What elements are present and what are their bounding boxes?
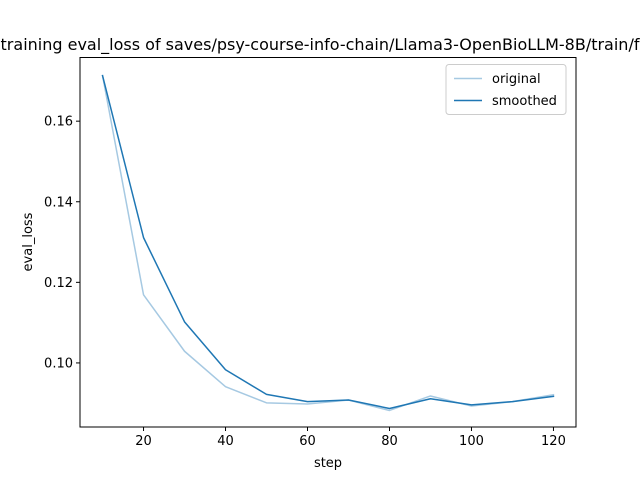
- x-tick-label: 80: [381, 434, 398, 449]
- y-tick-label: 0.14: [44, 195, 73, 210]
- series-line-original: [101, 74, 555, 412]
- x-tick-label: 100: [459, 434, 484, 449]
- legend-box: [445, 64, 567, 115]
- y-tick-label: 0.16: [44, 115, 73, 130]
- y-tick-label: 0.12: [44, 276, 73, 291]
- series-line-smoothed: [101, 74, 555, 410]
- y-axis-label: eval_loss: [21, 212, 36, 271]
- x-tick-label: 20: [135, 434, 152, 449]
- x-tick-label: 60: [299, 434, 316, 449]
- chart-title: training eval_loss of saves/psy-course-i…: [1, 35, 640, 55]
- y-tick-label: 0.10: [44, 356, 73, 371]
- y-axis-ticks: 0.10 0.12 0.14 0.16: [44, 115, 80, 371]
- legend-label-smoothed: smoothed: [492, 94, 557, 109]
- legend: original smoothed: [445, 64, 567, 115]
- x-axis-ticks: 20 40 60 80 100 120: [135, 427, 566, 449]
- series-lines: [101, 74, 555, 412]
- x-axis-label: step: [314, 456, 342, 471]
- legend-label-original: original: [492, 72, 541, 87]
- plot-frame: [79, 57, 577, 428]
- x-tick-label: 120: [541, 434, 566, 449]
- x-tick-label: 40: [217, 434, 234, 449]
